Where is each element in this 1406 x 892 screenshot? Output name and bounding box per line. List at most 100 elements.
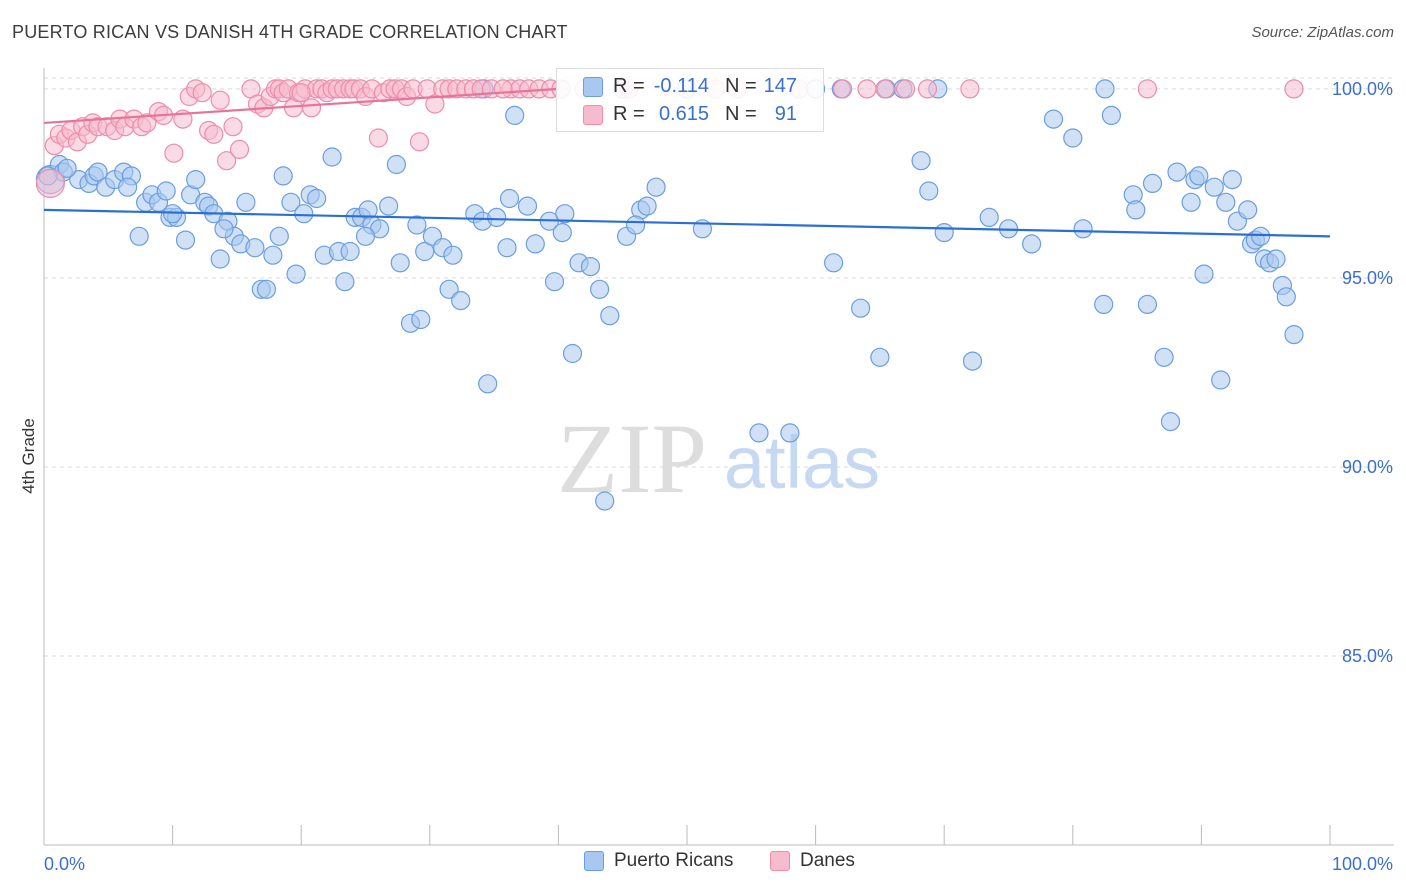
dane-point — [960, 79, 980, 99]
legend-item-danes[interactable]: Danes — [770, 850, 855, 872]
puerto-rican-point — [1266, 249, 1286, 269]
puerto-rican-point — [1063, 128, 1083, 148]
puerto-rican-point — [552, 223, 572, 243]
dane-point — [192, 83, 212, 103]
puerto-rican-point — [499, 188, 520, 209]
puerto-rican-point — [451, 291, 471, 311]
puerto-rican-point — [411, 309, 431, 330]
legend-item-puerto-ricans[interactable]: Puerto Ricans — [584, 850, 733, 872]
puerto-rican-point — [525, 234, 545, 254]
y-axis-label: 4th Grade — [19, 418, 38, 494]
puerto-rican-point — [780, 423, 800, 443]
puerto-rican-point — [1238, 200, 1258, 220]
puerto-rican-point — [562, 343, 583, 364]
puerto-rican-point — [415, 241, 435, 262]
puerto-rican-point — [595, 491, 615, 511]
puerto-rican-point — [273, 166, 293, 186]
puerto-rican-point — [340, 241, 360, 262]
puerto-rican-point — [129, 226, 149, 246]
puerto-rican-point — [286, 264, 306, 284]
puerto-rican-point — [307, 188, 327, 209]
puerto-rican-point — [962, 351, 983, 371]
dane-point — [229, 139, 250, 159]
puerto-rican-point — [1194, 264, 1214, 284]
r-label: R = — [613, 75, 645, 97]
dane-point — [204, 124, 224, 144]
dane-point — [164, 143, 184, 163]
puerto-rican-point — [1204, 177, 1224, 197]
n-label: N = — [725, 103, 757, 125]
puerto-rican-point — [256, 279, 277, 299]
puerto-rican-point — [979, 207, 999, 227]
puerto-rican-point — [505, 105, 525, 126]
puerto-rican-point — [1222, 170, 1242, 190]
chart-title: PUERTO RICAN VS DANISH 4TH GRADE CORRELA… — [12, 22, 568, 42]
puerto-rican-point — [281, 192, 301, 212]
watermark-zip: ZIP — [557, 403, 707, 514]
puerto-rican-point — [117, 177, 138, 197]
puerto-rican-point — [322, 147, 342, 167]
dane-point — [137, 113, 157, 133]
puerto-rican-point — [1142, 173, 1163, 193]
r-value: -0.114 — [653, 75, 709, 97]
puerto-rican-point — [1284, 325, 1304, 345]
puerto-rican-point — [580, 257, 601, 277]
puerto-rican-point — [439, 279, 459, 299]
puerto-rican-point — [1276, 287, 1296, 307]
y-tick-label: 100.0% — [1332, 79, 1393, 99]
dane-point — [291, 83, 311, 103]
puerto-rican-point — [390, 253, 410, 273]
puerto-rican-point — [600, 306, 620, 326]
axis-layer: 85.0% 90.0% 95.0% 100.0% 0.0% 100.0% — [43, 68, 1394, 874]
puerto-rican-point — [637, 196, 657, 216]
dane-point — [493, 79, 513, 99]
x-tick-label: 100.0% — [1332, 854, 1393, 874]
stats-row-danes: R = 0.615 N = 91 — [557, 101, 823, 129]
puerto-rican-point — [1094, 294, 1114, 314]
legend-label: Puerto Ricans — [614, 850, 734, 871]
puerto-rican-point — [1181, 192, 1201, 212]
puerto-rican-point — [407, 215, 427, 235]
puerto-rican-point — [497, 238, 517, 258]
puerto-rican-point — [555, 204, 575, 224]
puerto-rican-point — [214, 219, 234, 239]
puerto-rican-point — [263, 245, 283, 265]
n-label: N = — [725, 75, 757, 97]
dane-point — [1284, 79, 1304, 99]
y-tick-label: 95.0% — [1342, 268, 1393, 288]
puerto-rican-point — [1189, 166, 1209, 186]
dane-point — [425, 94, 445, 114]
puerto-rican-point — [88, 162, 108, 182]
dane-point — [210, 90, 230, 110]
puerto-rican-point — [1167, 162, 1187, 182]
puerto-rican-point — [850, 298, 871, 318]
pink-swatch — [583, 105, 603, 125]
puerto-rican-point — [1250, 226, 1271, 246]
legend-swatch-blue — [584, 851, 604, 871]
stats-legend-box: R = -0.114 N = 147 R = 0.615 N = 91 — [556, 68, 824, 132]
puerto-rican-point — [175, 230, 196, 250]
dane-point — [35, 168, 66, 198]
puerto-rican-point — [335, 272, 355, 292]
watermark-atlas: atlas — [724, 421, 880, 504]
puerto-rican-point — [1137, 294, 1158, 314]
puerto-rican-point — [156, 181, 176, 201]
dane-point — [895, 79, 916, 99]
puerto-rican-point — [870, 347, 890, 367]
puerto-rican-point — [911, 151, 931, 171]
puerto-rican-point — [646, 177, 666, 197]
dane-point — [917, 79, 938, 99]
blue-swatch — [583, 77, 603, 97]
r-label: R = — [613, 103, 645, 125]
puerto-rican-point — [57, 158, 77, 178]
y-tick-label: 85.0% — [1342, 646, 1393, 666]
puerto-rican-point — [210, 249, 230, 269]
source-label: Source: ZipAtlas.com — [1251, 24, 1394, 41]
puerto-rican-point — [749, 423, 769, 443]
puerto-rican-point — [236, 192, 256, 212]
dane-point — [1137, 79, 1158, 99]
puerto-rican-point — [544, 272, 565, 292]
dane-point — [857, 79, 877, 99]
x-tick-label: 0.0% — [44, 854, 85, 874]
puerto-rican-point — [269, 226, 289, 246]
